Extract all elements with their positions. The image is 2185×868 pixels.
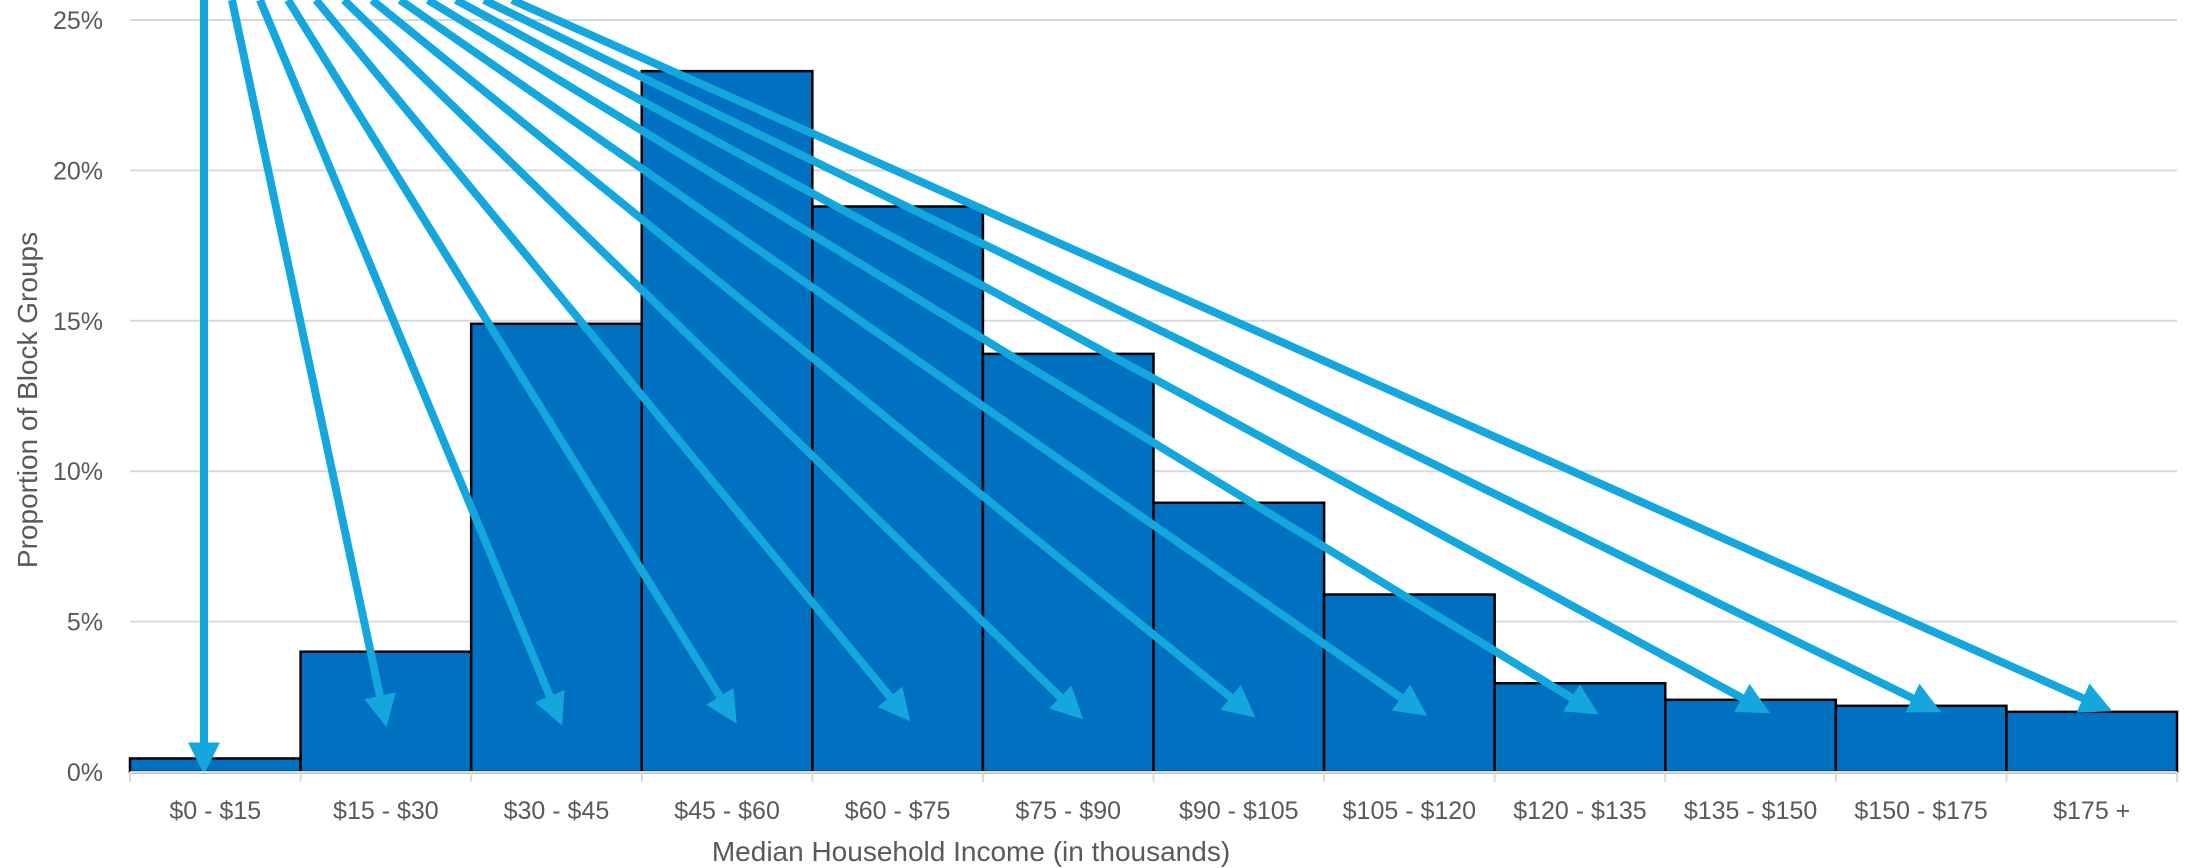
bar — [1322, 593, 1496, 774]
annotation-arrow — [312, 0, 911, 722]
y-tick-label: 20% — [53, 157, 103, 185]
y-tick-label: 25% — [53, 7, 103, 35]
bar — [1664, 698, 1838, 774]
bar — [2005, 710, 2179, 774]
bar — [469, 322, 643, 774]
x-tick-label: $105 - $120 — [1343, 797, 1476, 825]
x-tick-label: $0 - $15 — [169, 797, 261, 825]
annotation-arrow — [284, 0, 737, 724]
annotation-arrow — [397, 0, 1428, 716]
x-tick-label: $90 - $105 — [1179, 797, 1299, 825]
bars — [128, 69, 2179, 774]
annotation-arrow — [425, 0, 1599, 715]
x-tick-label: $120 - $135 — [1513, 797, 1646, 825]
x-tick-label: $15 - $30 — [333, 797, 439, 825]
bar — [1834, 704, 2008, 774]
annotation-arrow — [454, 0, 1771, 714]
x-tick-label: $135 - $150 — [1684, 797, 1817, 825]
bar — [811, 205, 985, 774]
y-tick-label: 5% — [67, 609, 103, 637]
annotation-arrow — [228, 0, 396, 728]
y-axis-title: Proportion of Block Groups — [12, 232, 43, 568]
bar — [1493, 682, 1667, 774]
x-tick-label: $175 + — [2053, 797, 2130, 825]
annotation-arrow — [369, 0, 1256, 718]
y-tick-label: 10% — [53, 458, 103, 486]
bar — [299, 650, 473, 774]
annotation-arrow — [510, 0, 2113, 713]
y-tick-label: 15% — [53, 308, 103, 336]
annotation-arrows — [188, 0, 2113, 775]
axes: 0% 5% 10% 15% 20% 25% $0 - $15 $15 - $30 $30 - $… — [53, 7, 2178, 825]
annotation-arrow — [341, 0, 1084, 720]
x-tick-label: $75 - $90 — [1015, 797, 1121, 825]
annotation-arrow — [256, 0, 565, 726]
x-tick-label: $30 - $45 — [504, 797, 610, 825]
bar — [128, 757, 302, 774]
x-axis-title: Median Household Income (in thousands) — [712, 836, 1230, 867]
x-tick-label: $150 - $175 — [1854, 797, 1987, 825]
y-tick-label: 0% — [67, 759, 103, 787]
x-tick-label: $45 - $60 — [674, 797, 780, 825]
x-tick-label: $60 - $75 — [845, 797, 951, 825]
annotation-arrow — [482, 0, 1942, 713]
